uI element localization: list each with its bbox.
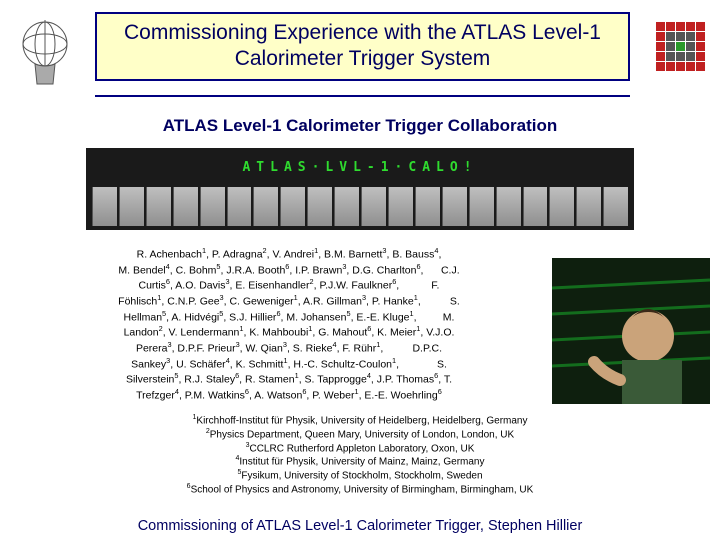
pixel-grid-icon [656, 22, 705, 71]
led-text: ATLAS·LVL-1·CALO! [86, 148, 634, 187]
affiliations-list: 1Kirchhoff-Institut für Physik, Universi… [34, 414, 686, 497]
logo-right [654, 20, 706, 72]
footer-line: Commissioning of ATLAS Level-1 Calorimet… [0, 518, 720, 534]
page-title: Commissioning Experience with the ATLAS … [95, 12, 630, 81]
person-photo [552, 258, 710, 404]
logo-left [10, 10, 80, 90]
electronics-rack-photo: ATLAS·LVL-1·CALO! [86, 148, 634, 230]
author-list: R. Achenbach1, P. Adragna2, V. Andrei1, … [34, 246, 544, 403]
module-slots [86, 187, 634, 230]
collaboration-title: ATLAS Level-1 Calorimeter Trigger Collab… [130, 116, 590, 136]
title-underline [95, 95, 630, 97]
